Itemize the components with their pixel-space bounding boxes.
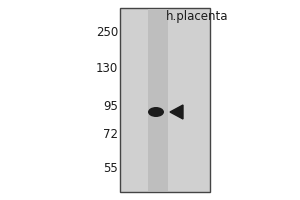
Ellipse shape: [148, 107, 164, 117]
Bar: [148, 9, 168, 191]
Text: h.placenta: h.placenta: [166, 10, 229, 23]
Text: 250: 250: [96, 25, 118, 38]
Bar: [120, 8, 210, 192]
Text: 72: 72: [103, 129, 118, 142]
Text: 95: 95: [103, 99, 118, 112]
Text: 55: 55: [103, 162, 118, 174]
Text: 130: 130: [96, 62, 118, 74]
Polygon shape: [170, 105, 183, 119]
